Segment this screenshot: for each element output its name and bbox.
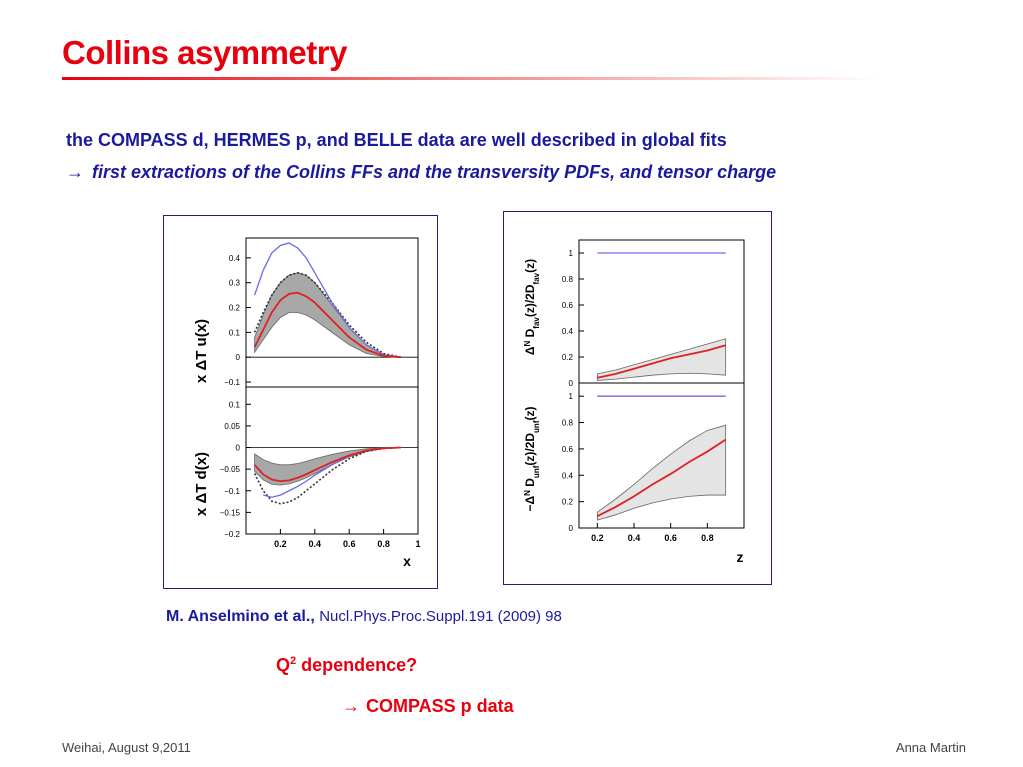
right-arrow-icon: → bbox=[342, 696, 360, 716]
y-tick-label: 0.2 bbox=[562, 353, 574, 362]
y-tick-label: 0.1 bbox=[229, 328, 241, 337]
collins-ff-plots: 1 0.8 0.6 0.4 0.2 0 1 0.8 0.6 0.4 0.2 0 0.2 0.4 0.6 0.… bbox=[523, 239, 745, 565]
y-tick-label: 0.2 bbox=[229, 304, 241, 313]
transversity-plots: 0.4 0.3 0.2 0.1 0 −0.1 0.1 0.05 0 −0.05 −0.1 −0.15… bbox=[193, 237, 421, 569]
plot-unf-collins: 1 0.8 0.6 0.4 0.2 0 0.2 0.4 0.6 0.8 bbox=[562, 382, 745, 543]
y-tick-label: 0 bbox=[236, 444, 241, 453]
plot-u-transversity: 0.4 0.3 0.2 0.1 0 −0.1 bbox=[224, 237, 419, 388]
fit-curve bbox=[597, 344, 726, 379]
y-tick-label: −0.2 bbox=[224, 530, 240, 539]
y-tick-label: 0.1 bbox=[229, 400, 241, 409]
y-tick-label: 0.4 bbox=[562, 327, 574, 336]
citation-reference: Nucl.Phys.Proc.Suppl.191 (2009) 98 bbox=[319, 608, 562, 625]
y-tick-label: 0.2 bbox=[562, 498, 574, 507]
q2-question: Q2 dependence? bbox=[276, 655, 417, 676]
footer-venue-date: Weihai, August 9,2011 bbox=[62, 740, 191, 755]
x-tick-label: 0.6 bbox=[343, 539, 356, 549]
conclusion-text: first extractions of the Collins FFs and… bbox=[92, 162, 777, 182]
y-tick-label: 0.8 bbox=[562, 275, 574, 284]
y-tick-label: 0.4 bbox=[562, 471, 574, 480]
statement-text: the COMPASS d, HERMES p, and BELLE data … bbox=[66, 130, 727, 150]
x-tick-label: 0.8 bbox=[377, 539, 390, 549]
plot-fav-collins: 1 0.8 0.6 0.4 0.2 0 bbox=[562, 239, 745, 388]
ylabel-unf: −ΔN Dunf(z)/2Dunf(z) bbox=[523, 407, 541, 512]
q2-prefix: Q bbox=[276, 655, 291, 675]
slide-title: Collins asymmetry bbox=[62, 34, 347, 71]
y-tick-label: 0.3 bbox=[229, 279, 241, 288]
xlabel-z: z bbox=[737, 549, 744, 565]
conclusion-line: → first extractions of the Collins FFs an… bbox=[66, 162, 776, 183]
citation-authors: M. Anselmino et al., bbox=[166, 608, 315, 625]
bound-curve bbox=[253, 242, 401, 358]
fit-curve bbox=[253, 446, 401, 483]
y-tick-label: −0.15 bbox=[220, 508, 241, 517]
error-band bbox=[596, 424, 727, 521]
x-tick-label: 0.8 bbox=[701, 533, 714, 543]
error-band bbox=[254, 447, 401, 486]
x-tick-label: 0.2 bbox=[591, 533, 604, 543]
y-tick-label: 0.05 bbox=[224, 422, 240, 431]
y-tick-label: 0.4 bbox=[229, 254, 241, 263]
compass-line: → COMPASS p data bbox=[342, 696, 514, 717]
transversity-figure: 0.4 0.3 0.2 0.1 0 −0.1 0.1 0.05 0 −0.05 −0.1 −0.15… bbox=[163, 215, 438, 589]
y-tick-label: 0.6 bbox=[562, 445, 574, 454]
xlabel-x: x bbox=[403, 553, 411, 569]
y-tick-label: −0.1 bbox=[224, 487, 240, 496]
x-tick-label: 0.4 bbox=[309, 539, 322, 549]
compass-text: COMPASS p data bbox=[366, 696, 514, 716]
plot-d-transversity: 0.1 0.05 0 −0.05 −0.1 −0.15 −0.2 0.2 0.4 0.6 0.8 1 bbox=[220, 386, 421, 549]
ylabel-u: x ΔT u(x) bbox=[193, 319, 210, 383]
title-underline bbox=[62, 77, 882, 80]
right-arrow-icon: → bbox=[66, 162, 84, 182]
plot-frame bbox=[245, 386, 419, 535]
citation: M. Anselmino et al., Nucl.Phys.Proc.Supp… bbox=[166, 608, 562, 626]
x-tick-label: 1 bbox=[415, 539, 420, 549]
dotted-curve bbox=[253, 271, 401, 358]
plot-frame bbox=[578, 382, 745, 529]
q2-superscript: 2 bbox=[290, 655, 297, 667]
x-tick-label: 0.4 bbox=[628, 533, 641, 543]
x-tick-label: 0.6 bbox=[664, 533, 677, 543]
y-tick-label: −0.05 bbox=[220, 465, 241, 474]
y-tick-label: 1 bbox=[569, 249, 574, 258]
y-tick-label: 0.8 bbox=[562, 419, 574, 428]
y-tick-label: 0.6 bbox=[562, 301, 574, 310]
fit-curve bbox=[596, 438, 727, 517]
dotted-curve bbox=[253, 446, 401, 505]
x-tick-label: 0.2 bbox=[274, 539, 287, 549]
ylabel-d: x ΔT d(x) bbox=[193, 452, 210, 516]
ylabel-fav: ΔN Dfav(z)/2Dfav(z) bbox=[523, 259, 541, 355]
y-tick-label: −0.1 bbox=[224, 378, 240, 387]
fit-curve bbox=[253, 291, 401, 359]
collins-ff-figure: 1 0.8 0.6 0.4 0.2 0 1 0.8 0.6 0.4 0.2 0 0.2 0.4 0.6 0.… bbox=[503, 211, 772, 585]
y-tick-label: 0 bbox=[236, 353, 241, 362]
y-tick-label: 1 bbox=[569, 392, 574, 401]
y-tick-label: 0 bbox=[569, 524, 574, 533]
footer-author: Anna Martin bbox=[895, 740, 966, 755]
q2-suffix: dependence? bbox=[296, 655, 418, 675]
y-tick-label: 0 bbox=[569, 379, 574, 388]
